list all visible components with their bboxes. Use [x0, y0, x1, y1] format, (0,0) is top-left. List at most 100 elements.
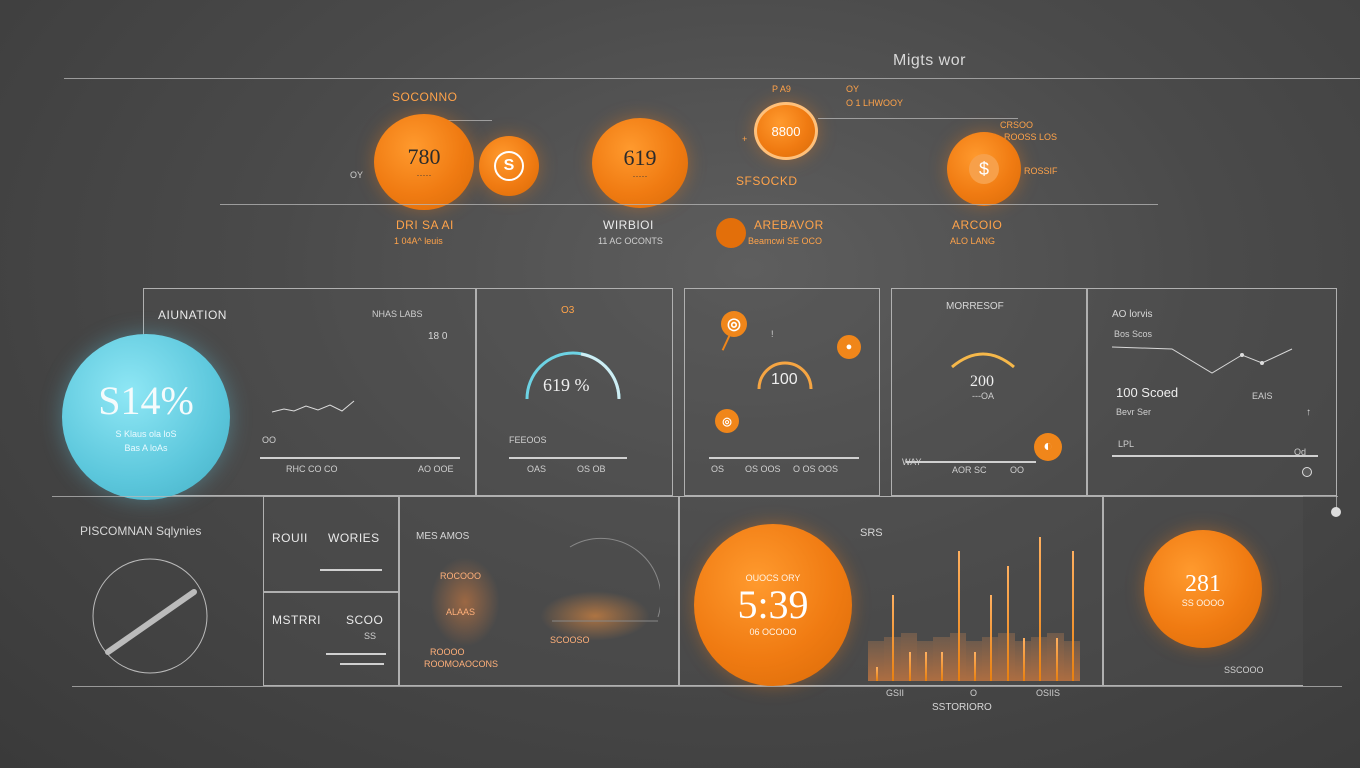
panel-mes-title: MES AMOS — [416, 531, 470, 542]
panel4-gauge — [951, 352, 1015, 369]
bottom-c1-row2a: MSTRRI — [272, 613, 321, 627]
stat3-mark: + — [742, 134, 748, 144]
chart-haze — [949, 632, 966, 681]
chart-bar — [990, 594, 993, 681]
chart-footer: SSTORIORO — [932, 702, 992, 713]
bottom-c1-row1a: ROUII — [272, 531, 308, 545]
panel3-footer-left: OS — [711, 464, 725, 474]
timer-value: 5:39 — [737, 582, 809, 627]
panel3-footer-right: O OS OOS — [793, 464, 839, 474]
panel-gauge-4[interactable]: MORRESOF 200 ---OA ◐ WAY AOR SC OO — [891, 288, 1087, 496]
chart-bar — [1006, 565, 1009, 681]
bottom-c1-row1b: WORIES — [328, 531, 380, 545]
panel3-slider[interactable] — [709, 457, 859, 459]
panel2-slider[interactable] — [509, 457, 627, 459]
right-stat-sub: SS OOOO — [1181, 597, 1225, 608]
chart-bar — [1022, 637, 1025, 681]
chart-haze — [1047, 632, 1064, 681]
pin-icon[interactable]: ◎ — [721, 311, 747, 337]
panel-gauge-3[interactable]: ◎ ! ● 100 ◎ OS OS OOS O OS OOS — [684, 288, 880, 496]
chart-haze — [1014, 640, 1032, 681]
stat2-circle[interactable]: 619 ····· — [592, 118, 688, 208]
coin-icon-2[interactable]: ◎ — [715, 409, 739, 433]
stat3-cap2: Beamcwi SE OCO — [748, 236, 823, 246]
stat3-label: SFSOCKD — [736, 174, 798, 188]
panel5-knob[interactable] — [1302, 467, 1312, 477]
chart-bar — [974, 652, 976, 681]
stat1-cap2: 1 04A^ leuis — [394, 236, 443, 246]
bottom-c1-row2c: SS — [364, 631, 377, 641]
c1-slider-3[interactable] — [340, 663, 384, 665]
dial-gauge[interactable] — [90, 556, 210, 676]
chart-haze — [1063, 640, 1080, 681]
stat2-sub: ····· — [632, 171, 648, 181]
timer-caption: 06 OCOOO — [749, 627, 797, 637]
chart-haze — [933, 636, 950, 681]
panel5-arrow: ↑ — [1306, 407, 1311, 418]
bar-chart — [868, 537, 1080, 681]
panel-metrics[interactable]: MSTRRI SCOO SS — [263, 592, 399, 686]
panel1-slider[interactable] — [260, 457, 460, 459]
right-stat-circle[interactable]: 281 SS OOOO — [1144, 530, 1262, 648]
panel1-sparkline — [272, 400, 355, 413]
panel2-footer-right: OS OB — [577, 464, 606, 474]
panel5-slider[interactable] — [1112, 455, 1318, 457]
chart-haze — [982, 636, 999, 681]
stat1-value: 780 — [407, 144, 441, 169]
panel-gauge-2[interactable]: O3 619 % FEEOOS OAS OS OB — [476, 288, 673, 496]
panel4-footer-right: OO — [1010, 465, 1025, 475]
panel-workers[interactable]: ROUII WORIES — [263, 496, 399, 592]
cyan-stat-circle[interactable]: S14% S Klaus ola loS Bas A loAs — [62, 334, 230, 500]
stat1-circle[interactable]: 780 ····· — [374, 114, 474, 210]
stat4-circle[interactable]: $ — [947, 132, 1021, 206]
cyan-stat-sub2: Bas A loAs — [124, 443, 168, 453]
stat2-value: 619 — [623, 145, 657, 170]
chart-haze — [884, 636, 901, 681]
chart-bar — [1055, 637, 1058, 681]
right-edge-knob[interactable] — [1331, 507, 1341, 517]
chart-haze — [998, 632, 1015, 681]
chart-x1: GSII — [886, 688, 905, 698]
panel-mes[interactable]: MES AMOS ROCOOO ALAAS SCOOSO ROOOO ROOMO… — [399, 496, 679, 686]
chart-bar — [925, 652, 928, 681]
c1-slider-2[interactable] — [326, 653, 386, 655]
top-divider — [220, 204, 1158, 205]
chart-bar — [941, 652, 944, 681]
panel2-gauge — [525, 351, 621, 400]
chart-haze — [868, 640, 885, 681]
panel5-v5: Od — [1294, 447, 1307, 457]
stat3-circle[interactable]: 8800 — [754, 102, 818, 160]
page-title: Migts wor — [893, 52, 966, 69]
mes-arc — [552, 537, 660, 622]
chart-haze — [965, 640, 983, 681]
c1-slider-1[interactable] — [320, 569, 382, 571]
panel-mes-l5: ROOMOAOCONS — [424, 659, 499, 669]
panel2-footer-mid: OAS — [527, 464, 547, 474]
stat3-dot[interactable] — [716, 218, 746, 248]
stat1-icon[interactable]: S — [479, 136, 539, 196]
stat3-side2: O 1 LHWOOY — [846, 98, 904, 108]
chart-bar — [876, 666, 879, 681]
stat1-cap1: DRI SA AI — [396, 218, 454, 232]
stat3-cap1: AREBAVOR — [754, 218, 824, 232]
panel4-slider[interactable] — [906, 461, 1036, 463]
panel1-row2: 18 0 — [428, 331, 448, 342]
timer-circle[interactable]: OUOCS ORY 5:39 06 OCOOO — [694, 524, 852, 686]
chart-bar — [908, 652, 911, 681]
panel1-footer-mid: RHC CO CO — [286, 464, 338, 474]
chart-title: SRS — [860, 527, 883, 539]
right-edge-line — [1336, 496, 1337, 510]
panel5-v4: LPL — [1118, 439, 1135, 449]
stat3-side1: OY — [846, 84, 860, 94]
panel-trend[interactable]: AO lorvis Bos Scos 100 Scoed Bevr Ser EA… — [1087, 288, 1337, 496]
chart-bar — [1071, 551, 1074, 681]
bottom-c1-row2b: SCOO — [346, 613, 384, 627]
coin-icon-3[interactable]: ◐ — [1034, 433, 1062, 461]
panel4-footer-left: WAY — [902, 457, 922, 467]
panel3-value: 100 — [771, 371, 798, 388]
stat4-cap1: ARCOIO — [952, 218, 1003, 232]
chart-haze — [1031, 636, 1048, 681]
chart-haze — [900, 632, 917, 681]
panel-mes-l3: SCOOSO — [550, 635, 590, 645]
coin-icon-1[interactable]: ● — [837, 335, 861, 359]
